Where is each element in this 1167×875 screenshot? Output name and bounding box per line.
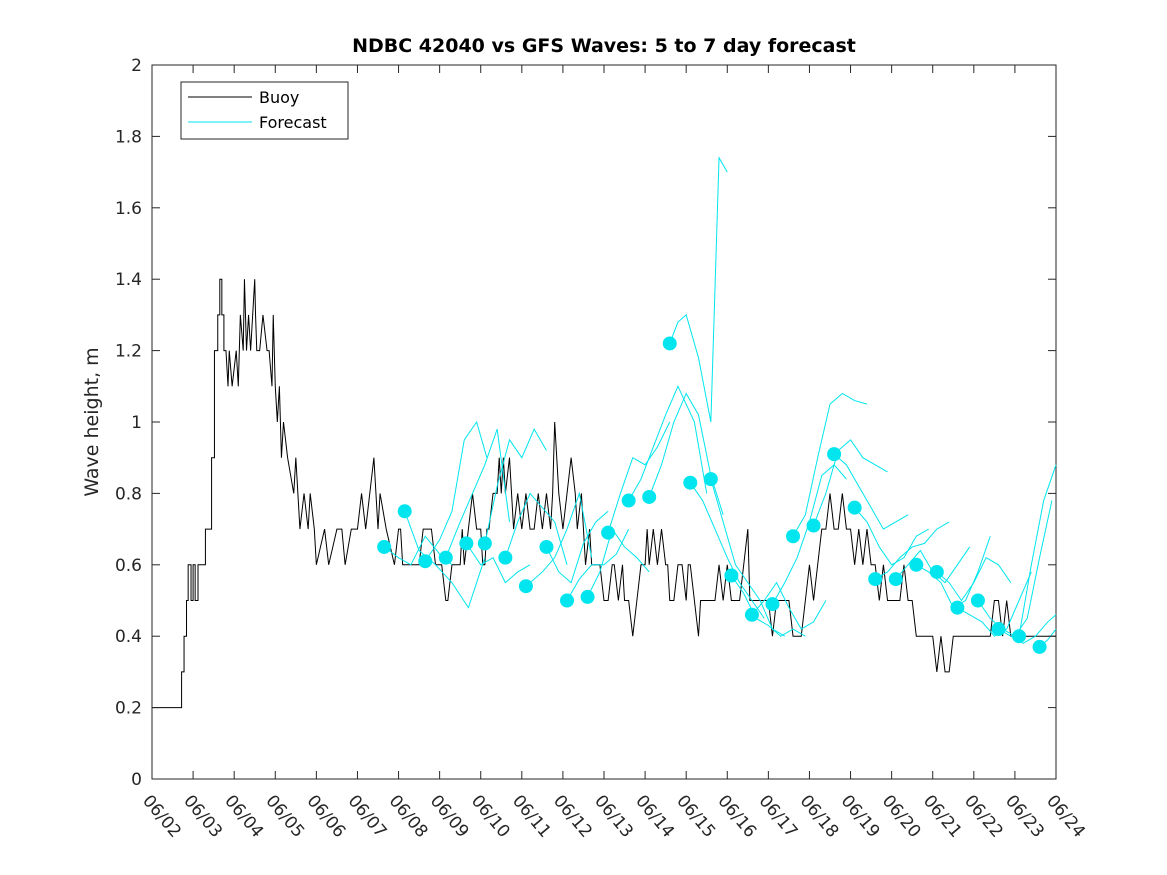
forecast-marker [477,536,492,551]
legend-forecast-label: Forecast [259,113,327,132]
forecast-marker [438,550,453,565]
forecast-series-line [546,510,609,584]
forecast-marker [1012,629,1027,644]
forecast-series-line [833,453,909,530]
forecast-marker [498,550,513,565]
forecast-series-line [813,439,888,526]
forecast-marker [847,500,862,515]
forecast-series-line [957,571,1032,637]
forecast-marker [868,572,883,587]
forecast-series-line [628,385,708,501]
forecast-marker [560,593,575,608]
forecast-marker [397,504,412,519]
forecast-series-line [730,575,806,637]
legend-box [180,81,349,140]
forecast-marker [418,554,433,569]
legend-buoy-label: Buoy [259,88,299,107]
forecast-marker [888,572,903,587]
y-axis-label: Wave height, m [81,347,103,496]
forecast-marker [765,597,780,612]
forecast-series-line [525,491,593,587]
y-tick-label: 1 [131,413,142,433]
forecast-marker [459,536,474,551]
forecast-series-line [792,392,868,537]
forecast-marker [601,525,616,540]
y-tick-label: 0.2 [115,699,142,719]
forecast-marker [786,529,801,544]
forecast-marker [377,539,392,554]
forecast-marker [539,539,554,554]
forecast-series-line [504,492,568,565]
marker-layer [377,336,1047,654]
y-tick-label: 0.4 [115,627,142,647]
plot-area: 00.20.40.60.811.21.41.61.8206/0206/0306/… [115,56,1089,842]
y-tick-label: 0 [131,770,142,790]
forecast-marker [991,622,1006,637]
forecast-series-line [689,482,765,619]
forecast-series-line [998,614,1057,644]
y-tick-label: 0.6 [115,556,142,576]
forecast-series-line [607,421,671,533]
y-tick-label: 1.8 [115,127,142,147]
forecast-marker [642,489,657,504]
forecast-series-line [587,527,650,598]
forecast-series-line [404,511,486,609]
buoy-series-line [152,278,1056,709]
forecast-series-line [751,581,827,630]
forecast-marker [827,447,842,462]
y-tick-label: 1.6 [115,199,142,219]
forecast-marker [580,589,595,604]
forecast-series-line [445,428,510,558]
forecast-marker [683,475,698,490]
forecast-series-line [936,556,1012,602]
forecast-marker [1032,639,1047,654]
forecast-series-line [424,420,488,562]
y-tick-label: 1.2 [115,342,142,362]
y-tick-label: 0.8 [115,484,142,504]
series-layer [152,156,1057,709]
forecast-marker [909,557,924,572]
forecast-series-line [669,156,728,423]
forecast-marker [806,518,821,533]
forecast-series-line [854,507,929,566]
y-tick-label: 1.4 [115,270,142,290]
forecast-series-line [874,521,950,580]
axes-box [151,64,1057,780]
forecast-marker [929,564,944,579]
legend: Buoy Forecast [180,81,349,140]
forecast-marker [724,568,739,583]
forecast-marker [744,607,759,622]
forecast-series-line [465,543,531,584]
forecast-series-line [566,528,630,601]
y-tick-label: 2 [131,56,142,76]
forecast-marker [950,600,965,615]
forecast-marker [518,579,533,594]
chart-title: NDBC 42040 vs GFS Waves: 5 to 7 day fore… [352,35,856,57]
forecast-series-line [484,428,547,544]
forecast-marker [621,493,636,508]
forecast-marker [970,593,985,608]
forecast-marker [662,336,677,351]
forecast-marker [703,472,718,487]
forecast-series-line [1018,464,1057,637]
